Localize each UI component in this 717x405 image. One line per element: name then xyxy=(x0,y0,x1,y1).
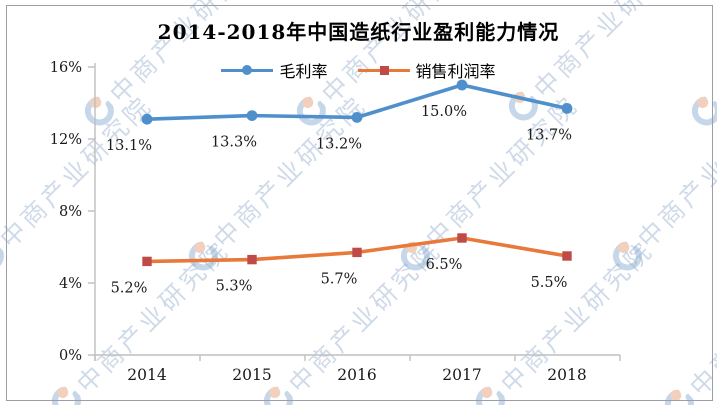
legend-item-gross-margin: 毛利率 xyxy=(221,58,328,82)
data-label: 5.5% xyxy=(531,275,568,291)
legend-line-circle-marker-icon xyxy=(221,64,274,76)
data-label: 13.1% xyxy=(106,138,152,154)
data-point-square xyxy=(352,247,362,258)
x-tick-label: 2018 xyxy=(547,366,586,384)
data-label: 6.5% xyxy=(426,257,463,273)
data-label: 5.7% xyxy=(321,271,358,287)
legend-circle-marker xyxy=(242,65,253,75)
data-point-square xyxy=(247,254,257,265)
data-point-square xyxy=(562,251,572,261)
legend-square-marker xyxy=(379,66,389,75)
x-tick-label: 2015 xyxy=(232,366,271,384)
data-point-circle xyxy=(456,79,468,91)
data-label: 5.2% xyxy=(111,280,148,296)
legend-line-square-marker-icon xyxy=(357,64,410,76)
y-tick-label: 4% xyxy=(59,276,82,292)
data-label: 5.3% xyxy=(216,279,253,295)
data-label: 13.3% xyxy=(211,135,257,151)
data-point-circle xyxy=(561,103,573,114)
data-point-circle xyxy=(246,110,258,121)
data-point-square xyxy=(457,233,467,243)
y-tick-label: 8% xyxy=(59,204,82,220)
x-tick-label: 2014 xyxy=(127,366,167,384)
data-label: 15.0% xyxy=(421,104,467,120)
legend-label-sales-profit-margin: 销售利润率 xyxy=(415,62,496,81)
y-tick-label: 0% xyxy=(59,348,82,364)
data-point-circle xyxy=(141,113,153,125)
data-point-circle xyxy=(351,112,363,123)
legend-item-sales-profit-margin: 销售利润率 xyxy=(357,58,496,82)
chart-title: 2014-2018年中国造纸行业盈利能力情况 xyxy=(157,20,560,44)
x-tick-label: 2017 xyxy=(442,366,481,384)
legend-label-gross-margin: 毛利率 xyxy=(279,62,328,81)
data-label: 13.7% xyxy=(526,127,572,143)
legend: 毛利率 销售利润率 xyxy=(0,58,717,82)
x-tick-label: 2016 xyxy=(337,366,376,384)
y-tick-label: 16% xyxy=(50,60,82,76)
y-tick-label: 12% xyxy=(50,132,82,148)
data-label: 13.2% xyxy=(316,136,362,152)
data-point-square xyxy=(142,256,152,267)
